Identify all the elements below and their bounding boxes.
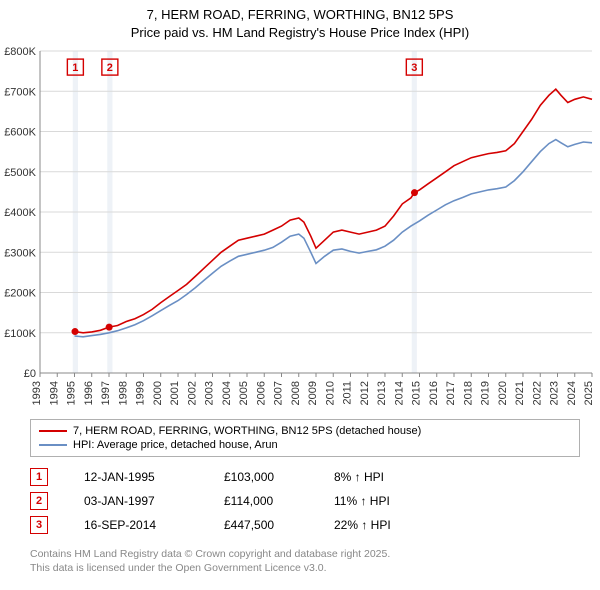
svg-text:2: 2 <box>107 62 113 74</box>
svg-text:1995: 1995 <box>66 381 78 405</box>
svg-text:£400K: £400K <box>4 207 36 219</box>
legend-label: HPI: Average price, detached house, Arun <box>73 439 278 451</box>
svg-text:2013: 2013 <box>376 381 388 405</box>
sale-marker-badge: 3 <box>30 516 48 534</box>
line-chart: £0 £100K £200K £300K £400K £500K £600K £700K £80… <box>0 43 600 413</box>
sales-table: 1 12-JAN-1995£103,0008% ↑ HPI 2 03-JAN-1997… <box>30 465 580 537</box>
legend-swatch <box>39 444 67 446</box>
svg-text:2002: 2002 <box>186 381 198 405</box>
svg-text:2005: 2005 <box>238 381 250 405</box>
svg-text:1994: 1994 <box>48 381 60 405</box>
svg-text:2015: 2015 <box>411 381 423 405</box>
sale-date: 03-JAN-1997 <box>84 494 224 508</box>
svg-text:2019: 2019 <box>480 381 492 405</box>
sale-marker-badge: 1 <box>30 468 48 486</box>
chart-area: £0 £100K £200K £300K £400K £500K £600K £700K £80… <box>0 43 600 413</box>
title-line2: Price paid vs. HM Land Registry's House … <box>4 24 596 42</box>
svg-text:£700K: £700K <box>4 86 36 98</box>
svg-text:£0: £0 <box>24 368 36 380</box>
svg-text:2006: 2006 <box>255 381 267 405</box>
svg-text:1997: 1997 <box>100 381 112 405</box>
svg-text:2025: 2025 <box>583 381 595 405</box>
title-line1: 7, HERM ROAD, FERRING, WORTHING, BN12 5P… <box>4 6 596 24</box>
sale-hpi: 8% ↑ HPI <box>334 470 444 484</box>
svg-text:2011: 2011 <box>342 381 354 405</box>
legend-item: HPI: Average price, detached house, Arun <box>39 438 571 452</box>
svg-text:2000: 2000 <box>152 381 164 405</box>
svg-text:2017: 2017 <box>445 381 457 405</box>
sale-hpi: 22% ↑ HPI <box>334 518 444 532</box>
svg-text:2007: 2007 <box>273 381 285 405</box>
svg-text:£500K: £500K <box>4 167 36 179</box>
svg-text:1: 1 <box>72 62 78 74</box>
sale-marker-badge: 2 <box>30 492 48 510</box>
svg-text:1996: 1996 <box>83 381 95 405</box>
legend: 7, HERM ROAD, FERRING, WORTHING, BN12 5P… <box>30 419 580 457</box>
sale-hpi: 11% ↑ HPI <box>334 494 444 508</box>
legend-swatch <box>39 430 67 432</box>
svg-text:£800K: £800K <box>4 46 36 58</box>
svg-text:£300K: £300K <box>4 247 36 259</box>
footer-line1: Contains HM Land Registry data © Crown c… <box>30 547 580 561</box>
sale-date: 12-JAN-1995 <box>84 470 224 484</box>
legend-label: 7, HERM ROAD, FERRING, WORTHING, BN12 5P… <box>73 425 421 437</box>
chart-title: 7, HERM ROAD, FERRING, WORTHING, BN12 5P… <box>0 0 600 43</box>
svg-text:1993: 1993 <box>31 381 43 405</box>
svg-text:2004: 2004 <box>221 381 233 405</box>
svg-text:2001: 2001 <box>169 381 181 405</box>
svg-text:2023: 2023 <box>549 381 561 405</box>
svg-text:£600K: £600K <box>4 127 36 139</box>
sale-row: 2 03-JAN-1997£114,00011% ↑ HPI <box>30 489 580 513</box>
svg-text:2014: 2014 <box>393 381 405 405</box>
svg-text:£100K: £100K <box>4 328 36 340</box>
svg-text:2018: 2018 <box>462 381 474 405</box>
svg-text:£200K: £200K <box>4 288 36 300</box>
svg-text:2016: 2016 <box>428 381 440 405</box>
legend-item: 7, HERM ROAD, FERRING, WORTHING, BN12 5P… <box>39 424 571 438</box>
svg-text:2010: 2010 <box>324 381 336 405</box>
svg-text:3: 3 <box>411 62 417 74</box>
sale-row: 1 12-JAN-1995£103,0008% ↑ HPI <box>30 465 580 489</box>
sale-price: £114,000 <box>224 494 334 508</box>
svg-text:2012: 2012 <box>359 381 371 405</box>
svg-text:2008: 2008 <box>290 381 302 405</box>
svg-text:2020: 2020 <box>497 381 509 405</box>
svg-text:2022: 2022 <box>531 381 543 405</box>
svg-text:2009: 2009 <box>307 381 319 405</box>
sale-row: 3 16-SEP-2014£447,50022% ↑ HPI <box>30 513 580 537</box>
svg-text:1999: 1999 <box>135 381 147 405</box>
sale-date: 16-SEP-2014 <box>84 518 224 532</box>
footer-line2: This data is licensed under the Open Gov… <box>30 561 580 575</box>
sale-price: £447,500 <box>224 518 334 532</box>
svg-text:2024: 2024 <box>566 381 578 405</box>
svg-text:2003: 2003 <box>204 381 216 405</box>
sale-price: £103,000 <box>224 470 334 484</box>
svg-text:2021: 2021 <box>514 381 526 405</box>
footer-attribution: Contains HM Land Registry data © Crown c… <box>30 547 580 575</box>
svg-text:1998: 1998 <box>117 381 129 405</box>
